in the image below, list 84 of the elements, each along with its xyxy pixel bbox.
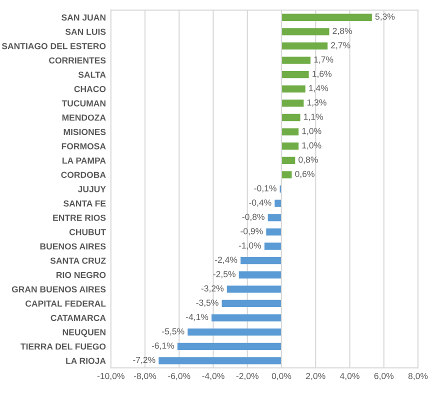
y-tick-label: SANTIAGO DEL ESTERO: [2, 43, 106, 50]
data-label: -0,1%: [254, 185, 276, 192]
bar: [282, 42, 328, 50]
data-label: -3,5%: [196, 300, 218, 307]
y-tick-label: BUENOS AIRES: [40, 243, 106, 250]
bar: [282, 171, 292, 178]
data-label: -0,8%: [242, 214, 264, 222]
x-tick-label: -2,0%: [236, 372, 258, 380]
data-label: 0,8%: [298, 156, 318, 164]
bar: [282, 56, 311, 64]
x-tick-label: -8,0%: [134, 372, 156, 380]
x-tick-label: -4,0%: [202, 372, 224, 380]
y-tick-label: CORRIENTES: [49, 57, 106, 64]
x-tick-label: 0,0%: [272, 372, 292, 380]
data-label: 1,0%: [302, 128, 322, 136]
bar: [274, 200, 282, 207]
y-tick-label: FORMOSA: [62, 143, 106, 150]
data-label: 1,6%: [312, 70, 332, 78]
data-label: 2,7%: [331, 42, 350, 50]
data-label: -4,1%: [186, 314, 208, 322]
data-label: 1,3%: [307, 99, 326, 107]
bar: [222, 300, 282, 308]
bar: [282, 85, 306, 92]
bar: [282, 71, 309, 78]
y-tick-label: GRAN BUENOS AIRES: [12, 286, 106, 292]
bar: [282, 28, 330, 36]
data-label: 1,7%: [314, 56, 334, 64]
y-tick-label: SALTA: [78, 72, 106, 78]
data-label: 1,0%: [302, 142, 322, 150]
bar: [238, 271, 282, 278]
bar: [240, 256, 282, 264]
y-tick-label: CATAMARCA: [50, 314, 106, 322]
data-label: 2,8%: [332, 28, 352, 36]
data-label: -2,5%: [213, 271, 236, 278]
bar: [282, 14, 372, 21]
y-tick-label: SAN LUIS: [65, 28, 106, 35]
x-tick-label: 4,0%: [340, 372, 360, 380]
bar: [212, 314, 282, 322]
y-tick-label: CAPITAL FEDERAL: [26, 300, 106, 307]
y-tick-label: TIERRA DEL FUEGO: [20, 343, 106, 350]
bar: [282, 142, 299, 150]
bar: [188, 328, 282, 336]
data-label: 1,4%: [309, 85, 328, 92]
bar: [177, 342, 282, 350]
data-label: -3,2%: [201, 285, 224, 293]
bar: [282, 156, 296, 164]
data-label: 0,6%: [295, 170, 314, 178]
x-tick-label: 8,0%: [408, 372, 428, 380]
y-tick-label: CORDOBA: [61, 172, 106, 178]
data-label: -0,9%: [240, 228, 263, 236]
y-tick-label: CHUBUT: [69, 229, 106, 236]
data-label: -2,4%: [215, 256, 238, 264]
bar: [282, 114, 300, 122]
data-label: -7,2%: [133, 356, 156, 364]
bar: [268, 214, 282, 222]
bar: [282, 100, 304, 107]
bar: [266, 228, 282, 236]
data-label: 1,1%: [304, 114, 323, 121]
bar: [264, 242, 282, 250]
x-tick-label: -10,0%: [97, 372, 124, 380]
y-tick-label: MENDOZA: [62, 114, 106, 121]
data-label: 5,3%: [375, 14, 395, 21]
bar: [282, 128, 299, 136]
y-tick-label: MISIONES: [64, 128, 106, 136]
x-tick-label: -6,0%: [168, 372, 190, 380]
data-label: -1,0%: [238, 242, 262, 250]
y-tick-label: SANTA FE: [63, 200, 106, 207]
x-tick-label: 2,0%: [306, 372, 326, 380]
y-tick-label: LA RIOJA: [66, 358, 106, 364]
x-tick-label: 6,0%: [374, 372, 394, 380]
data-label: -0,4%: [249, 199, 272, 207]
y-tick-label: LA PAMPA: [62, 158, 106, 164]
y-tick-label: NEUQUEN: [62, 329, 106, 337]
data-label: -5,5%: [162, 328, 184, 336]
y-tick-label: CHACO: [74, 86, 106, 92]
bar: [158, 357, 282, 364]
y-tick-label: RIO NEGRO: [56, 272, 106, 278]
y-tick-label: SANTA CRUZ: [50, 258, 106, 264]
y-tick-label: TUCUMAN: [62, 100, 106, 106]
y-tick-label: ENTRE RIOS: [53, 214, 106, 221]
bar: [226, 286, 282, 293]
data-label: -6,1%: [152, 342, 174, 350]
y-tick-label: SAN JUAN: [62, 14, 106, 21]
y-tick-label: JUJUY: [78, 186, 106, 192]
